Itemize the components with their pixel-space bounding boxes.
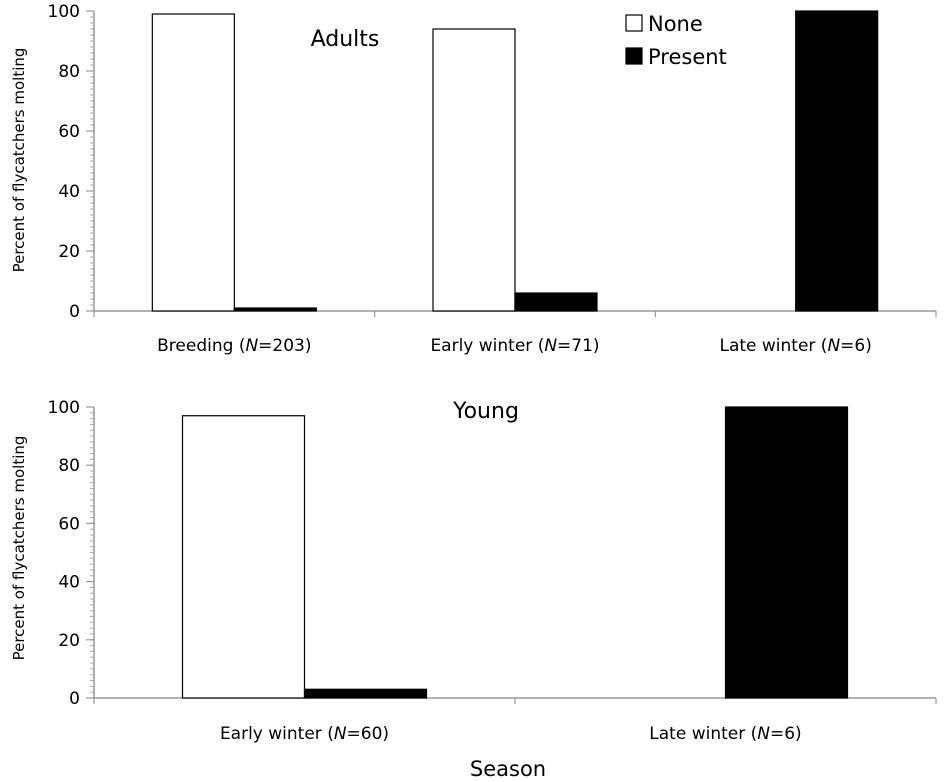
y-tick-label: 80 — [58, 62, 80, 82]
y-tick-label: 60 — [58, 514, 80, 534]
y-axis-label: Percent of flycatchers molting — [10, 48, 28, 273]
bar-none — [181, 415, 306, 699]
bar-none — [432, 28, 516, 312]
legend-label-none: None — [648, 12, 703, 36]
category-label: Late winter (N=6) — [649, 724, 801, 744]
bar-present — [724, 406, 849, 699]
y-tick-label: 0 — [69, 302, 80, 322]
category-label: Early winter (N=60) — [220, 724, 389, 744]
y-tick-label: 20 — [58, 631, 80, 651]
y-tick-label: 80 — [58, 456, 80, 476]
bar-present — [514, 292, 598, 312]
chart-title: Adults — [311, 27, 380, 52]
category-label: Late winter (N=6) — [719, 336, 871, 356]
category-label: Breeding (N=203) — [157, 336, 311, 356]
chart-title: Young — [452, 399, 519, 424]
x-axis-label: Season — [470, 757, 546, 781]
legend: None Present — [625, 12, 727, 69]
category-label: Early winter (N=71) — [430, 336, 599, 356]
y-tick-label: 100 — [48, 2, 80, 22]
young-chart: Young Percent of flycatchers molting Sea… — [10, 398, 937, 781]
y-tick-label: 40 — [58, 573, 80, 593]
y-tick-label: 100 — [48, 398, 80, 418]
adults-chart: Adults Percent of flycatchers molting No… — [10, 2, 937, 356]
bar-present — [795, 10, 879, 312]
y-tick-label: 0 — [69, 689, 80, 709]
legend-label-present: Present — [648, 45, 727, 69]
bar-none — [151, 13, 235, 312]
bar-present — [233, 307, 317, 312]
bar-present — [303, 688, 428, 699]
y-tick-label: 60 — [58, 122, 80, 142]
y-tick-label: 40 — [58, 182, 80, 202]
y-axis-label: Percent of flycatchers molting — [10, 436, 28, 661]
legend-swatch-none — [625, 14, 643, 32]
y-tick-label: 20 — [58, 242, 80, 262]
legend-swatch-present — [625, 47, 643, 65]
